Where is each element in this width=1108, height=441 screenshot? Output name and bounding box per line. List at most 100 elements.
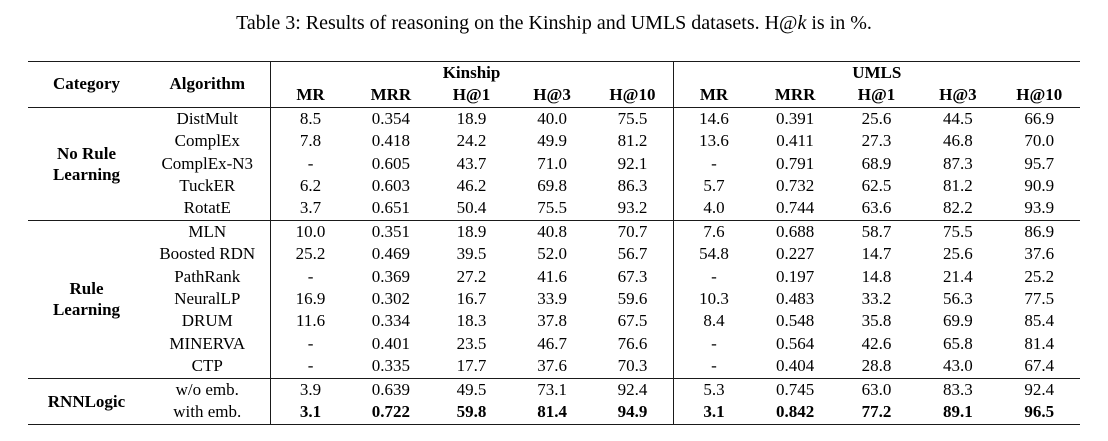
value-cell: 27.2 <box>456 266 487 286</box>
value-cell: 71.0 <box>537 153 567 173</box>
value-cell: 85.4 <box>1024 311 1055 331</box>
algorithm-cell: TuckER <box>179 176 236 196</box>
value-cell: 0.651 <box>371 198 411 218</box>
caption-prefix: Table 3: Results of reasoning on the Kin… <box>236 12 798 34</box>
table-row: ComplEx-N3-0.605 43.7 71.0 92.1-0.791 68.9 87… <box>28 152 1080 176</box>
value-cell: 0.302 <box>371 289 411 309</box>
kinship-mr-header: MR <box>269 84 351 108</box>
value-cell: 0.791 <box>775 153 815 173</box>
value-cell: 56.7 <box>617 244 648 264</box>
value-cell: 0.351 <box>350 219 432 244</box>
value-cell: 3.9 <box>269 377 351 402</box>
value-cell: 59.6 <box>617 289 648 309</box>
umls-h1-header: H@1 <box>857 85 896 105</box>
table-row: No Rule Learning DistMult 8.5 0.354 18.9 40.0… <box>28 106 1080 221</box>
value-cell: 56.3 <box>943 289 973 309</box>
value-cell: 96.5 <box>1024 402 1055 422</box>
value-cell: 40.0 <box>511 106 593 131</box>
value-cell: 87.3 <box>943 153 973 173</box>
value-cell: 92.1 <box>617 153 648 173</box>
value-cell: 17.7 <box>456 356 487 376</box>
value-cell: 0.639 <box>350 377 432 402</box>
value-cell: 0.401 <box>371 333 411 353</box>
value-cell: 37.6 <box>1024 244 1055 264</box>
value-cell: 81.4 <box>537 402 567 422</box>
value-cell: 25.2 <box>269 243 351 266</box>
value-cell: 70.3 <box>617 356 648 376</box>
value-cell: 43.0 <box>943 356 973 376</box>
table-body: No Rule Learning DistMult 8.5 0.354 18.9 40.0… <box>28 106 1080 424</box>
umls-group-header: UMLS <box>672 61 1080 85</box>
value-cell: 7.8 <box>269 130 351 153</box>
table-row: Boosted RDN 25.2 0.469 39.5 52.0 56.7 54.8 0.22… <box>28 243 1080 266</box>
value-cell: 46.8 <box>943 131 973 151</box>
value-cell: 28.8 <box>861 356 892 376</box>
value-cell: 94.9 <box>617 402 648 422</box>
value-cell: 40.8 <box>511 219 593 244</box>
value-cell: 44.5 <box>917 106 999 131</box>
value-cell: 69.8 <box>537 176 567 196</box>
value-cell: 16.9 <box>269 288 351 311</box>
value-cell: 0.227 <box>775 244 815 264</box>
value-cell: 5.3 <box>672 377 755 402</box>
metric-header-row: MR MRR H@1 H@3 H@10 MR MRR H@1 H@3 H@10 <box>28 84 1080 108</box>
group-header-row: Category Algorithm Kinship UMLS <box>28 61 1080 93</box>
value-cell: 68.9 <box>861 153 892 173</box>
value-cell: 37.8 <box>537 311 567 331</box>
table-row: TuckER 6.2 0.603 46.2 69.8 86.3 5.7 0.732 62.5 81… <box>28 175 1080 198</box>
value-cell: 0.411 <box>776 131 814 151</box>
value-cell: 0.369 <box>371 266 411 286</box>
value-cell: 43.7 <box>456 153 487 173</box>
value-cell: 21.4 <box>943 266 973 286</box>
value-cell: 0.605 <box>371 153 411 173</box>
value-cell: 65.8 <box>943 333 973 353</box>
value-cell: 86.3 <box>617 176 648 196</box>
value-cell: 75.5 <box>537 198 567 218</box>
value-cell: 0.197 <box>775 266 815 286</box>
value-cell: 66.9 <box>998 106 1080 131</box>
value-cell: 25.6 <box>943 244 973 264</box>
kinship-group-header: Kinship <box>269 61 674 85</box>
value-cell: - <box>269 265 351 289</box>
table-row: CTP -0.335 17.7 37.6 70.3-0.404 28.8 43.0 67.4 <box>28 355 1080 379</box>
value-cell: 73.1 <box>511 377 593 402</box>
value-cell: 70.0 <box>1024 131 1055 151</box>
algorithm-column-header: Algorithm <box>169 74 246 94</box>
value-cell: 8.5 <box>269 106 351 131</box>
value-cell: 81.2 <box>943 176 973 196</box>
category-cell: No Rule Learning <box>28 106 145 221</box>
algorithm-cell: RotatE <box>183 198 231 218</box>
value-cell: 25.6 <box>835 106 918 131</box>
algorithm-cell: w/o emb. <box>145 377 270 402</box>
value-cell: 3.1 <box>269 401 351 424</box>
value-cell: 93.2 <box>617 198 648 218</box>
value-cell: 3.1 <box>672 401 755 424</box>
value-cell: 59.8 <box>456 402 487 422</box>
value-cell: 3.7 <box>269 197 351 221</box>
value-cell: - <box>672 332 755 356</box>
value-cell: 86.9 <box>998 219 1080 244</box>
value-cell: 58.7 <box>835 219 918 244</box>
value-cell: 0.744 <box>775 198 815 218</box>
value-cell: 89.1 <box>943 402 973 422</box>
value-cell: 63.6 <box>861 198 892 218</box>
caption-math-k: k <box>797 12 807 34</box>
value-cell: 10.0 <box>269 219 351 244</box>
value-cell: 63.0 <box>835 377 918 402</box>
value-cell: - <box>672 355 755 379</box>
kinship-h3-header: H@3 <box>533 85 571 105</box>
kinship-mrr-header: MRR <box>370 85 412 105</box>
algorithm-cell: CTP <box>191 356 223 376</box>
value-cell: 24.2 <box>456 131 487 151</box>
value-cell: 0.469 <box>371 244 411 264</box>
value-cell: 90.9 <box>1024 176 1055 196</box>
umls-h3-header: H@3 <box>939 85 977 105</box>
value-cell: 0.842 <box>775 402 815 422</box>
value-cell: 10.3 <box>672 288 755 311</box>
value-cell: 75.5 <box>917 219 999 244</box>
table-row: PathRank -0.369 27.2 41.6 67.3-0.197 14.8 21.4… <box>28 265 1080 289</box>
umls-h10-header: H@10 <box>1016 85 1063 105</box>
value-cell: 7.6 <box>672 219 755 244</box>
value-cell: 13.6 <box>672 130 755 153</box>
